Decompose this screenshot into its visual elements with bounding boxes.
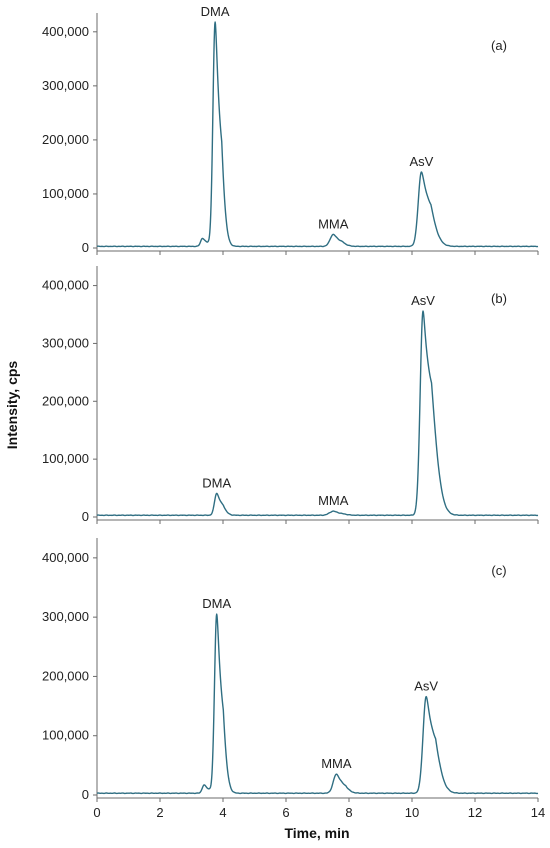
- panel-2: 0 100,000 200,000 300,000 400,000 DMA MMA AsV (b…: [42, 266, 539, 524]
- y-tick-label: 100,000: [42, 186, 89, 201]
- peak-label-dma: DMA: [202, 596, 231, 611]
- peak-label-mma: MMA: [318, 493, 349, 508]
- peak-label-dma: DMA: [202, 475, 231, 490]
- y-tick-label: 0: [82, 787, 89, 802]
- x-tick-label: 12: [468, 805, 482, 820]
- x-tick-label: 6: [282, 805, 289, 820]
- series-line: [96, 613, 539, 795]
- y-tick-label: 0: [82, 509, 89, 524]
- peak-label-mma: MMA: [321, 756, 352, 771]
- x-tick-label: 4: [219, 805, 226, 820]
- x-axis-title: Time, min: [284, 825, 349, 841]
- y-tick-label: 400,000: [42, 550, 89, 565]
- panel-1: 0 100,000 200,000 300,000 400,000 DMA MMA AsV (a…: [42, 4, 539, 255]
- peak-label-asv: AsV: [414, 679, 438, 694]
- x-tick-label: 2: [156, 805, 163, 820]
- peak-label-asv: AsV: [410, 154, 434, 169]
- y-tick-label: 0: [82, 240, 89, 255]
- peak-label-mma: MMA: [318, 216, 349, 231]
- x-tick-label: 14: [531, 805, 545, 820]
- y-tick-label: 100,000: [42, 728, 89, 743]
- x-tick-label: 10: [405, 805, 419, 820]
- y-tick-label: 300,000: [42, 78, 89, 93]
- series-line: [96, 21, 539, 248]
- panel-3: 0 100,000 200,000 300,000 400,000 0 2 4 6 8 10 12 14…: [42, 538, 545, 820]
- y-axis-title: Intensity, cps: [4, 361, 20, 450]
- panel-label: (b): [491, 291, 507, 306]
- peak-label-asv: AsV: [411, 293, 435, 308]
- y-tick-label: 100,000: [42, 451, 89, 466]
- y-tick-label: 300,000: [42, 609, 89, 624]
- x-tick-label: 8: [345, 805, 352, 820]
- y-tick-label: 400,000: [42, 278, 89, 293]
- series-line: [96, 310, 539, 517]
- peak-label-dma: DMA: [201, 4, 230, 19]
- y-tick-label: 400,000: [42, 24, 89, 39]
- panel-label: (c): [491, 563, 506, 578]
- y-tick-label: 200,000: [42, 393, 89, 408]
- panel-label: (a): [491, 38, 507, 53]
- y-tick-label: 300,000: [42, 335, 89, 350]
- chart-panels: 0 100,000 200,000 300,000 400,000 DMA MMA AsV (a…: [42, 4, 545, 820]
- y-tick-label: 200,000: [42, 132, 89, 147]
- x-tick-label: 0: [93, 805, 100, 820]
- y-tick-label: 200,000: [42, 668, 89, 683]
